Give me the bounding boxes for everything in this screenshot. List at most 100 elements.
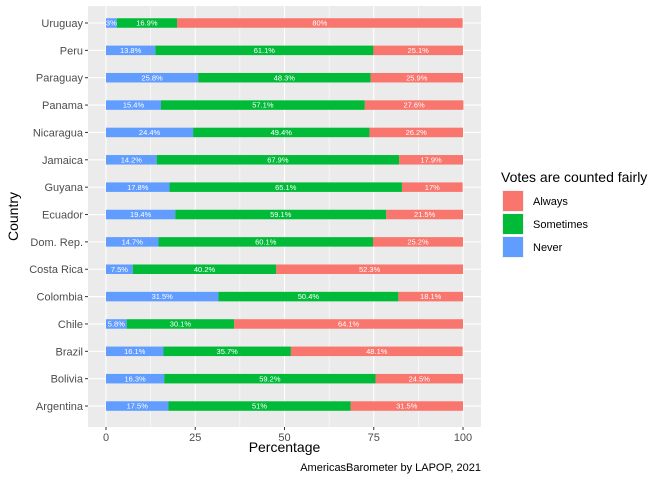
bar-segment bbox=[386, 209, 463, 220]
bar-value-label: 24.4% bbox=[139, 128, 161, 137]
bar-segment bbox=[276, 264, 463, 274]
bar-value-label: 21.5% bbox=[414, 210, 436, 219]
bar-segment bbox=[106, 155, 157, 165]
legend-entry-label: Always bbox=[533, 196, 568, 208]
bar-segment bbox=[198, 72, 371, 83]
bar-value-labels: 17.5% 51% 31.5% 16.3% 59.2% 24.5% 16.1% 35.7% 48… bbox=[106, 19, 442, 411]
bar-segment bbox=[369, 127, 463, 138]
bar-segment bbox=[106, 18, 117, 28]
bar-value-label: 3% bbox=[106, 19, 117, 28]
x-tick-label: 75 bbox=[368, 432, 380, 444]
bar-segment bbox=[160, 100, 365, 110]
bar-segment bbox=[164, 373, 376, 384]
bar-segment bbox=[106, 264, 133, 274]
bar-value-label: 52.3% bbox=[359, 265, 381, 274]
legend-key-swatch bbox=[503, 191, 523, 211]
bar-segment bbox=[116, 18, 178, 28]
y-tick-label: Costa Rica bbox=[29, 264, 84, 276]
y-tick-label: Bolivia bbox=[51, 374, 84, 386]
bar-value-label: 27.6% bbox=[403, 101, 425, 110]
bar-value-label: 57.1% bbox=[252, 101, 274, 110]
bar-segment bbox=[398, 291, 463, 302]
bar-value-label: 17.5% bbox=[127, 402, 149, 411]
legend-key-swatch bbox=[503, 214, 523, 234]
bar-value-label: 65.1% bbox=[275, 183, 297, 192]
bar-value-label: 16.1% bbox=[124, 347, 146, 356]
y-tick-label: Argentina bbox=[36, 401, 84, 413]
bar-segment bbox=[106, 291, 219, 302]
y-tick-label: Dom. Rep. bbox=[30, 237, 83, 249]
y-tick-label: Uruguay bbox=[41, 18, 83, 30]
bar-value-label: 15.4% bbox=[123, 101, 145, 110]
bar-segment bbox=[156, 155, 400, 165]
bar-value-label: 60.1% bbox=[255, 237, 277, 246]
caption: AmericasBarometer by LAPOP, 2021 bbox=[300, 462, 481, 474]
bar-value-label: 19.4% bbox=[130, 210, 152, 219]
bar-segment bbox=[106, 319, 127, 329]
bar-segment bbox=[175, 209, 387, 220]
bar-segment bbox=[132, 264, 277, 274]
bar-value-label: 13.8% bbox=[120, 46, 142, 55]
y-tick-label: Colombia bbox=[37, 292, 84, 304]
bar-value-label: 16.3% bbox=[124, 374, 146, 383]
bar-segment bbox=[399, 155, 463, 165]
bar-value-label: 17.8% bbox=[127, 183, 149, 192]
bar-segment bbox=[370, 72, 463, 83]
x-tick-label: 0 bbox=[103, 432, 109, 444]
y-tick-label: Chile bbox=[58, 319, 83, 331]
bar-value-label: 25.8% bbox=[141, 73, 163, 82]
bar-segment bbox=[106, 72, 199, 83]
bar-segment bbox=[373, 237, 463, 247]
x-tick-label: 50 bbox=[278, 432, 290, 444]
bar-value-label: 48.1% bbox=[366, 347, 388, 356]
bar-value-label: 25.2% bbox=[407, 237, 429, 246]
bar-value-label: 14.2% bbox=[121, 155, 143, 164]
y-tick-label: Jamaica bbox=[42, 155, 84, 167]
bar-segment bbox=[106, 45, 156, 56]
bar-segment bbox=[364, 100, 464, 110]
y-tick-label: Nicaragua bbox=[33, 127, 84, 139]
bar-value-label: 40.2% bbox=[194, 265, 216, 274]
bar-segment bbox=[177, 18, 463, 28]
bar-segment bbox=[401, 182, 463, 192]
bar-value-label: 17% bbox=[425, 183, 440, 192]
bar-value-label: 50.4% bbox=[298, 292, 320, 301]
bar-segment bbox=[106, 373, 165, 384]
bar-value-label: 61.1% bbox=[254, 46, 276, 55]
bar-segment bbox=[106, 401, 169, 411]
x-tick-label: 25 bbox=[189, 432, 201, 444]
y-axis-title: Country bbox=[5, 192, 21, 241]
bar-segment bbox=[193, 127, 370, 138]
bar-segment bbox=[218, 291, 399, 302]
bar-value-label: 31.5% bbox=[152, 292, 174, 301]
bar-value-label: 7.5% bbox=[111, 265, 128, 274]
bar-value-label: 16.9% bbox=[136, 19, 158, 28]
legend-title: Votes are counted fairly bbox=[501, 169, 647, 185]
bar-value-label: 48.3% bbox=[274, 73, 296, 82]
bar-segment bbox=[126, 319, 235, 329]
legend: Votes are counted fairly Always Sometimes… bbox=[501, 169, 647, 258]
bar-segment bbox=[375, 373, 463, 384]
x-axis-title: Percentage bbox=[249, 439, 321, 455]
bar-value-label: 35.7% bbox=[217, 347, 239, 356]
bar-value-label: 5.8% bbox=[108, 320, 125, 329]
y-tick-label: Paraguay bbox=[36, 73, 84, 85]
bar-value-label: 80% bbox=[312, 19, 327, 28]
bar-segment bbox=[106, 237, 159, 247]
bar-segment bbox=[106, 100, 161, 110]
bar-segment bbox=[169, 182, 402, 192]
y-tick-label: Brazil bbox=[55, 346, 83, 358]
bar-value-label: 25.9% bbox=[406, 73, 428, 82]
bar-segment bbox=[155, 45, 374, 56]
bar-segment bbox=[106, 346, 164, 357]
bar-value-label: 18.1% bbox=[420, 292, 442, 301]
bar-value-label: 24.5% bbox=[409, 374, 431, 383]
bar-value-label: 67.9% bbox=[267, 155, 289, 164]
bar-value-label: 17.9% bbox=[420, 155, 442, 164]
y-tick-label: Panama bbox=[42, 100, 84, 112]
y-axis-ticks: Argentina Bolivia Brazil Chile Colombia Costa… bbox=[29, 18, 88, 413]
bar-value-label: 31.5% bbox=[396, 402, 418, 411]
bar-value-label: 30.1% bbox=[170, 320, 192, 329]
x-tick-label: 100 bbox=[454, 432, 472, 444]
